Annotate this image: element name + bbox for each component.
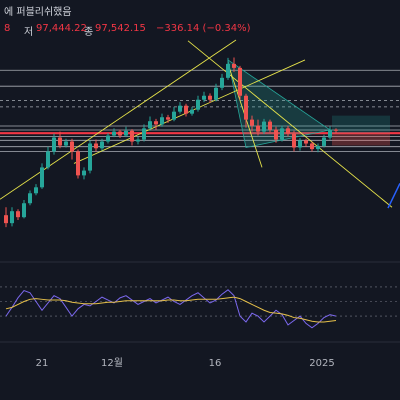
candle-body[interactable] (184, 105, 188, 114)
oscillator-line[interactable] (5, 289, 337, 329)
trend-line-upper[interactable] (0, 39, 237, 200)
candle-body[interactable] (238, 67, 242, 96)
candle-body[interactable] (160, 117, 164, 125)
candle-body[interactable] (58, 137, 62, 146)
candle-body[interactable] (130, 130, 134, 142)
x-axis-tick-label: 12월 (101, 357, 123, 369)
candle-body[interactable] (34, 187, 38, 194)
candle-body[interactable] (196, 99, 200, 110)
candle-body[interactable] (70, 141, 74, 152)
candle-body[interactable] (274, 129, 278, 140)
candle-body[interactable] (280, 128, 284, 140)
ohlc-line: 8 저 97,444.22 종 97,542.15 −336.14 (−0.34… (0, 23, 400, 38)
candle-body[interactable] (154, 121, 158, 125)
candle-body[interactable] (316, 145, 320, 150)
ohlc-close-value: 97,542.15 (95, 23, 146, 34)
candle-body[interactable] (190, 109, 194, 114)
candle-body[interactable] (202, 95, 206, 100)
ohlc-close-label: 종 (84, 27, 94, 38)
candle-body[interactable] (22, 203, 26, 218)
candle-body[interactable] (178, 105, 182, 112)
candle-body[interactable] (214, 87, 218, 100)
candle-body[interactable] (250, 119, 254, 126)
candle-body[interactable] (262, 121, 266, 132)
candle-body[interactable] (232, 63, 236, 68)
candle-body[interactable] (208, 95, 212, 100)
candle-body[interactable] (16, 211, 20, 218)
candle-body[interactable] (226, 63, 230, 78)
candle-body[interactable] (148, 121, 152, 129)
long-position-target-box[interactable] (332, 115, 390, 134)
ohlc-low-label: 저 (24, 27, 34, 38)
candle-body[interactable] (76, 151, 80, 176)
x-axis-tick-label: 2025 (309, 358, 334, 369)
candle-body[interactable] (28, 193, 32, 204)
candle-body[interactable] (52, 137, 56, 152)
candle-body[interactable] (172, 111, 176, 120)
candle-body[interactable] (64, 141, 68, 146)
candle-body[interactable] (100, 141, 104, 149)
ohlc-change: −336.14 (−0.34%) (156, 23, 251, 34)
candle-body[interactable] (4, 215, 8, 224)
candle-body[interactable] (10, 211, 14, 224)
candle-body[interactable] (88, 143, 92, 171)
chart-header: 에 퍼블리쉬했음 (0, 0, 400, 22)
candle-body[interactable] (142, 128, 146, 140)
candle-body[interactable] (166, 117, 170, 120)
candle-body[interactable] (334, 129, 338, 131)
candle-body[interactable] (112, 131, 116, 136)
candle-body[interactable] (304, 140, 308, 144)
x-axis-tick-label: 16 (209, 358, 222, 369)
candle-body[interactable] (328, 129, 332, 138)
candle-body[interactable] (220, 77, 224, 88)
candle-body[interactable] (292, 133, 296, 148)
long-position-stop-box[interactable] (332, 133, 390, 146)
candle-body[interactable] (268, 121, 272, 130)
ohlc-open-fragment: 8 (4, 23, 11, 34)
ohlc-low-value: 97,444.22 (36, 23, 87, 34)
projection-path[interactable] (387, 183, 400, 209)
candle-body[interactable] (244, 95, 248, 120)
x-axis-tick-label: 21 (36, 358, 49, 369)
candle-body[interactable] (106, 135, 110, 142)
candle-body[interactable] (118, 131, 122, 136)
candle-body[interactable] (322, 137, 326, 146)
candle-body[interactable] (124, 130, 128, 136)
candle-body[interactable] (136, 139, 140, 142)
candle-body[interactable] (40, 167, 44, 188)
header-title-fragment: 에 퍼블리쉬했음 (4, 7, 72, 18)
candle-body[interactable] (82, 170, 86, 176)
candle-body[interactable] (310, 143, 314, 150)
candle-body[interactable] (94, 143, 98, 149)
candle-body[interactable] (256, 125, 260, 132)
trend-line-descending[interactable] (187, 40, 393, 208)
candle-body[interactable] (286, 128, 290, 134)
oscillator-ma-line[interactable] (5, 296, 337, 323)
candle-body[interactable] (298, 140, 302, 148)
trend-line-lower[interactable] (73, 59, 306, 164)
candle-body[interactable] (46, 151, 50, 168)
wedge-pattern[interactable] (227, 59, 331, 148)
